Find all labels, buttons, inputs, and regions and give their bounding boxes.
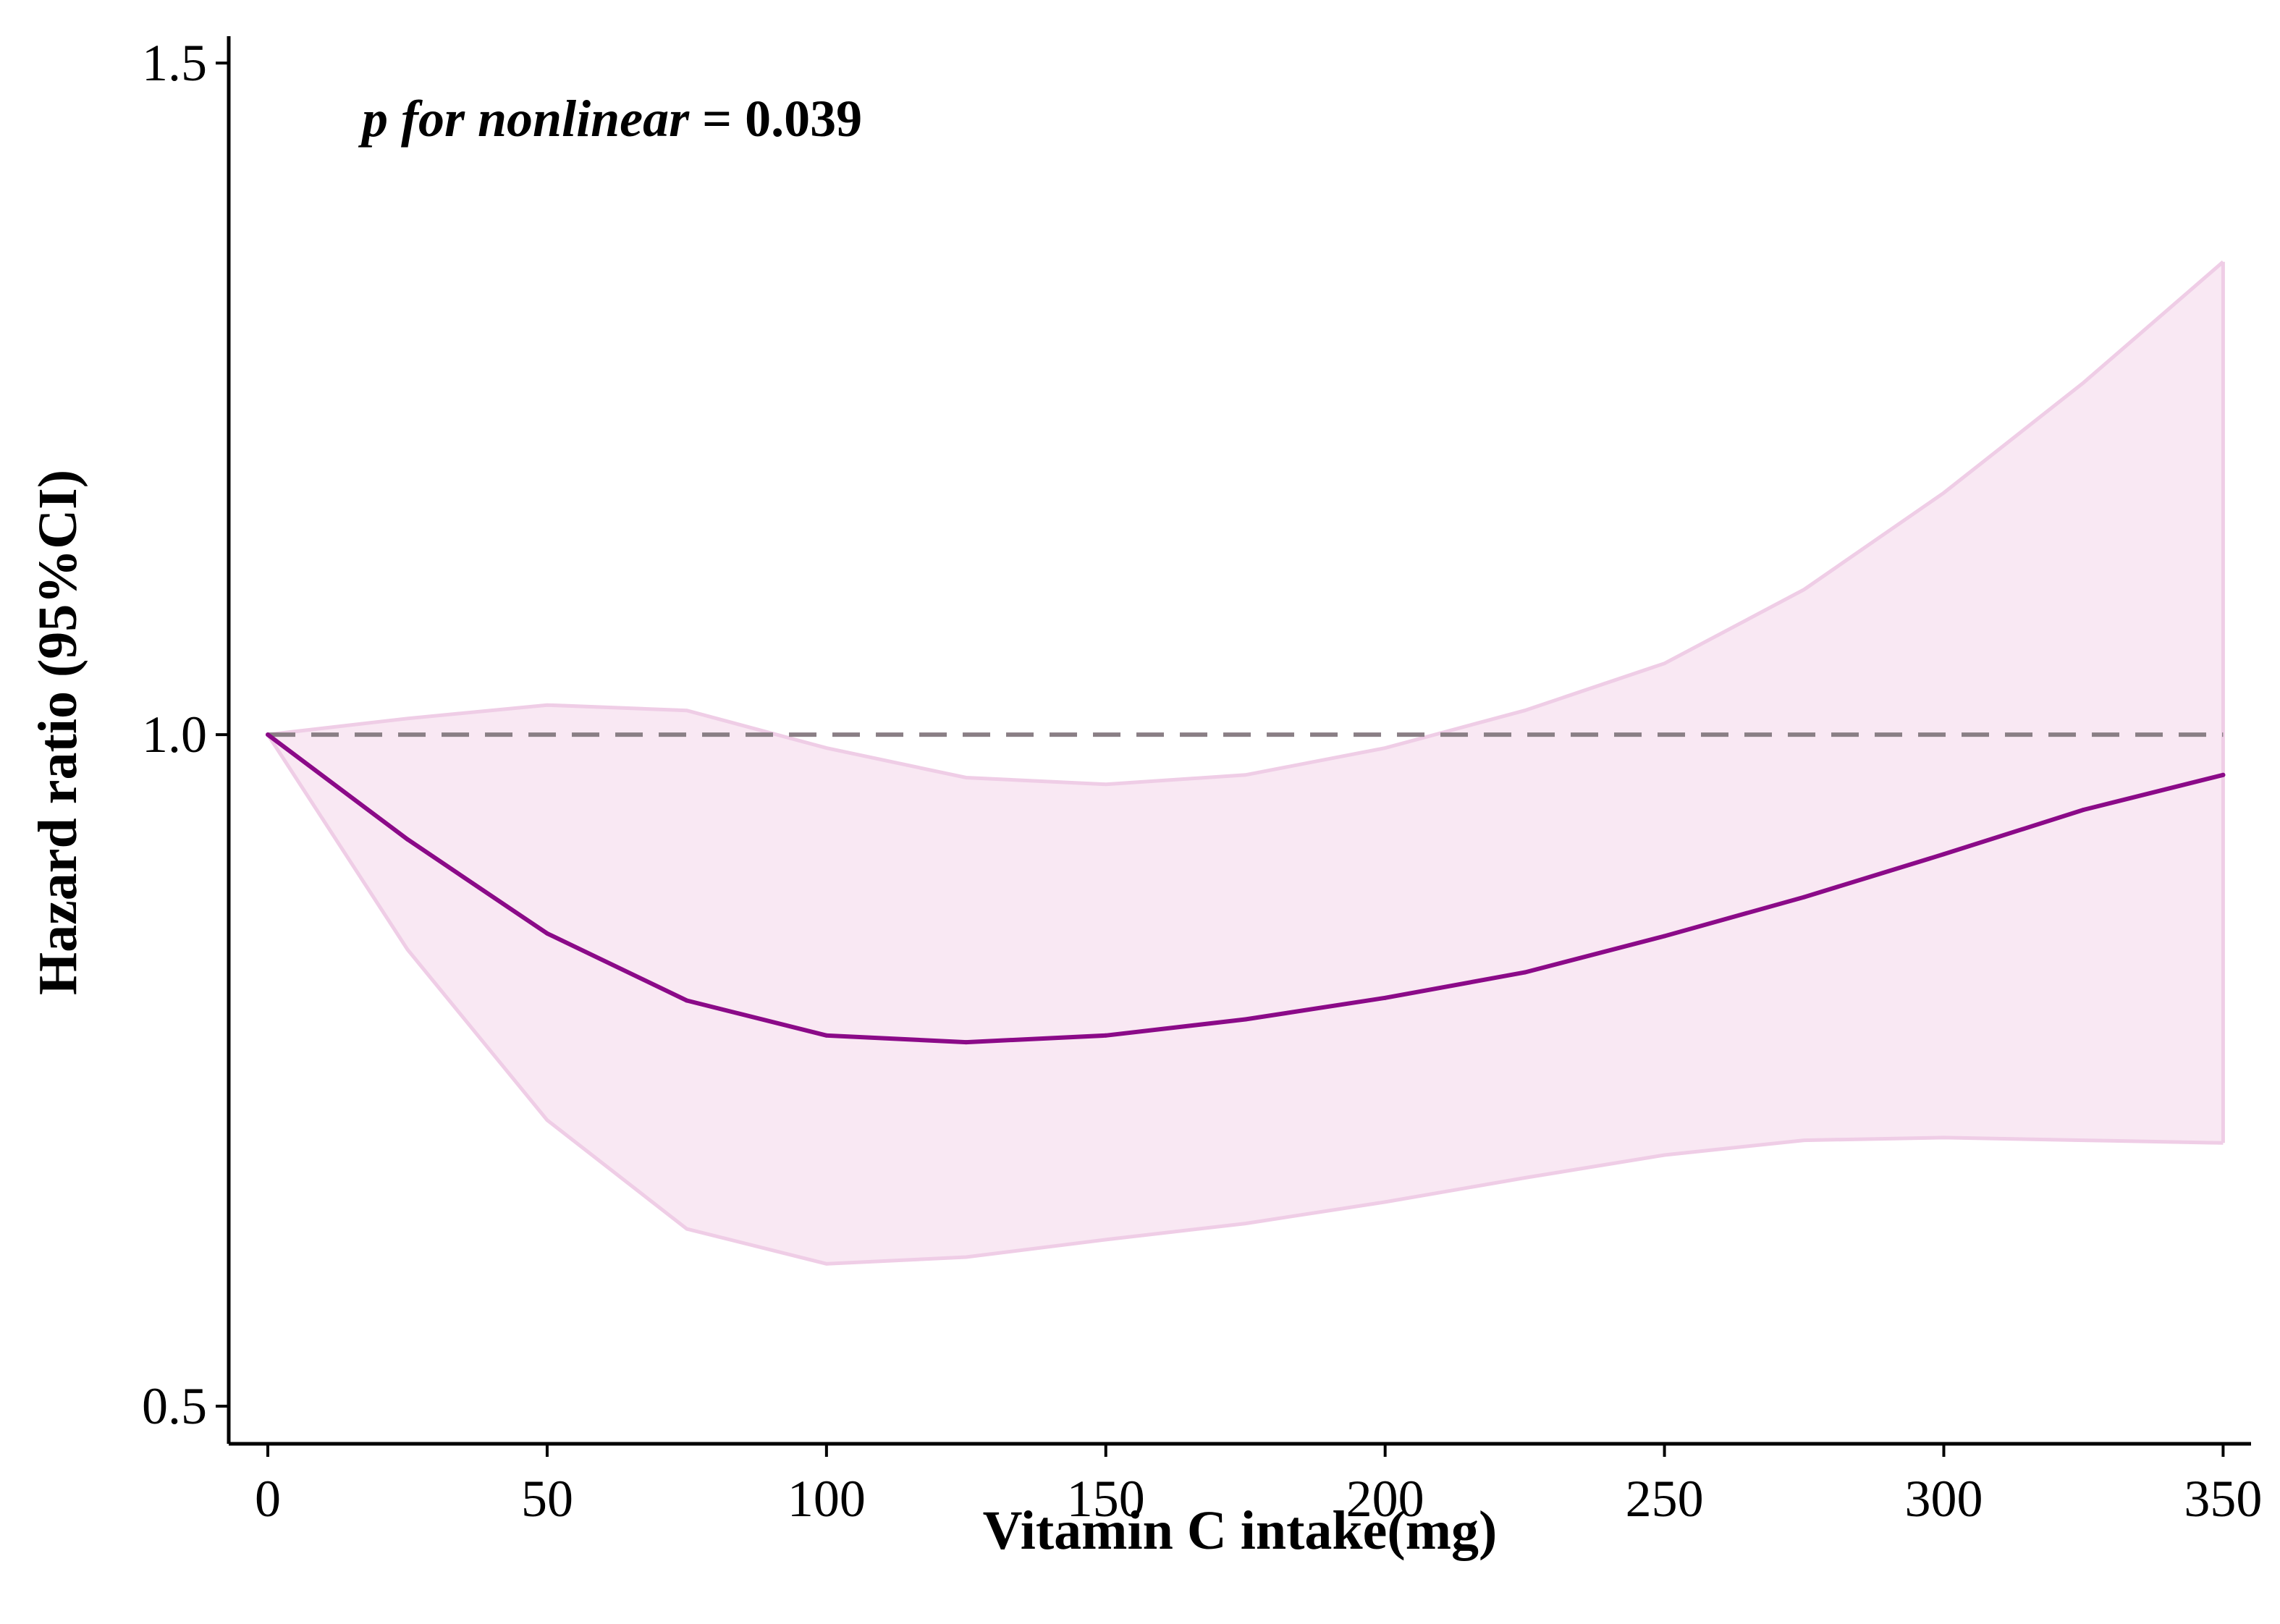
p-nonlinear-annotation: p for nonlinear = 0.039 xyxy=(358,90,862,148)
series-point xyxy=(1103,1033,1108,1038)
ci-lower-bound xyxy=(266,733,2224,1266)
x-axis-ticks: 0 50 100 150 200 250 300 350 xyxy=(255,1444,2262,1528)
series-point xyxy=(1522,970,1527,975)
series-point xyxy=(405,837,410,842)
y-tick-label: 1.5 xyxy=(142,34,207,92)
y-axis-ticks: 0.5 1.0 1.5 xyxy=(142,34,229,1435)
x-tick-label: 200 xyxy=(1346,1470,1424,1528)
p-nonlinear-value: = 0.039 xyxy=(689,90,862,148)
x-tick-label: 250 xyxy=(1626,1470,1704,1528)
series-point xyxy=(684,998,689,1003)
series-point xyxy=(1662,934,1667,939)
series-point xyxy=(963,1040,968,1045)
x-tick-label: 150 xyxy=(1067,1470,1145,1528)
x-tick-label: 300 xyxy=(1904,1470,1983,1528)
y-axis-title: Hazard ratio (95%CI) xyxy=(28,470,88,995)
x-tick-label: 50 xyxy=(521,1470,573,1528)
ci-band-fill xyxy=(268,261,2224,1264)
series-point xyxy=(266,732,271,737)
y-tick-label: 1.0 xyxy=(142,706,207,764)
p-nonlinear-label: p for nonlinear xyxy=(358,90,690,148)
x-tick-label: 0 xyxy=(255,1470,281,1528)
x-axis-title: Vitamin C intake(mg) xyxy=(983,1500,1498,1561)
series-lines-group xyxy=(266,732,2226,1045)
series-point xyxy=(824,1033,829,1038)
series-point xyxy=(1382,995,1388,1000)
series-point xyxy=(1802,895,1807,900)
series-point xyxy=(1243,1017,1248,1022)
y-tick-label: 0.5 xyxy=(142,1377,207,1435)
series-point xyxy=(544,931,549,936)
confidence-band-group xyxy=(266,260,2225,1266)
series-point xyxy=(2081,808,2086,813)
ci-upper-bound xyxy=(267,260,2225,787)
x-tick-label: 100 xyxy=(788,1470,866,1528)
x-tick-label: 350 xyxy=(2184,1470,2262,1528)
series-point xyxy=(2221,772,2226,777)
series-point xyxy=(1941,852,1946,857)
